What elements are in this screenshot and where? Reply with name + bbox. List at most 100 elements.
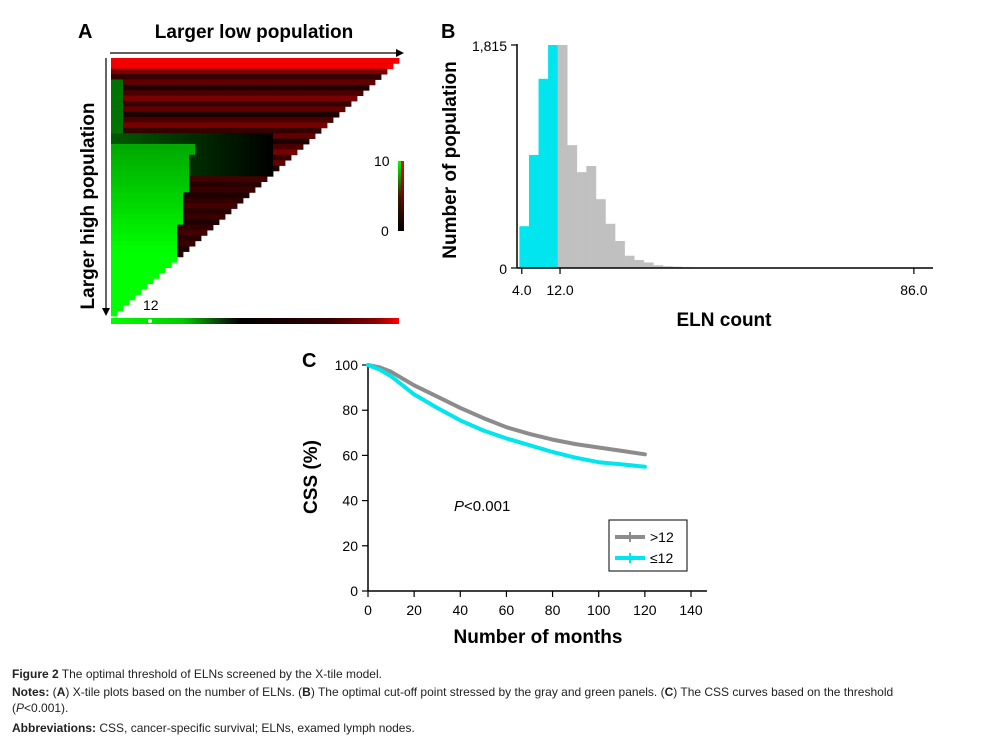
xtile-cell — [231, 117, 238, 123]
xtile-cell — [129, 149, 136, 156]
xtile-cell — [141, 267, 148, 274]
xtile-cell — [225, 74, 232, 80]
histogram-bar — [662, 266, 668, 268]
xtile-cell — [147, 278, 154, 285]
xtile-cell — [231, 106, 238, 113]
xtile-cell — [309, 106, 316, 113]
xtile-cell — [147, 213, 154, 220]
xtile-left-arrowhead — [102, 308, 110, 316]
xtile-cell — [165, 68, 172, 75]
xtile-cell — [153, 138, 160, 145]
xtile-cell — [369, 58, 376, 64]
xtile-cell — [111, 90, 118, 97]
xtile-cell — [153, 74, 160, 80]
xtile-cell — [219, 95, 226, 102]
xtile-cell — [207, 176, 214, 183]
xtile-cell — [153, 111, 160, 118]
xtile-cell — [117, 95, 124, 102]
xtile-cell — [123, 90, 130, 97]
xtile-cell — [117, 256, 124, 263]
xtile-cell — [159, 208, 166, 215]
xtile-cell — [363, 68, 370, 75]
xtile-cell — [123, 154, 130, 161]
xtile-cell — [243, 149, 250, 156]
xtile-cell — [165, 187, 172, 193]
xtile-cell — [273, 84, 280, 91]
xtile-cell — [129, 208, 136, 215]
xtile-cell — [207, 74, 214, 80]
xtile-cell — [279, 63, 286, 70]
xtile-cell — [333, 79, 340, 86]
xtile-cell — [249, 90, 256, 97]
xtile-cell — [303, 95, 310, 102]
xtile-cell — [147, 219, 154, 226]
xtile-cell — [213, 106, 220, 113]
xtile-cell — [351, 68, 358, 75]
xtile-cell — [333, 111, 340, 118]
histogram-bar — [586, 166, 592, 268]
xtile-cell — [135, 273, 142, 279]
xtile-cell — [171, 246, 178, 252]
css-x-ticks: 0 20 40 60 80 100 120 140 — [364, 591, 703, 618]
xtile-cell — [273, 63, 280, 70]
xtile-cell — [219, 197, 226, 204]
xtile-cell — [207, 219, 214, 226]
xtile-cell — [297, 74, 304, 80]
xtile-cell — [309, 117, 316, 123]
xtile-cell — [165, 144, 172, 150]
xtile-cell — [237, 154, 244, 161]
xtile-cell — [111, 149, 118, 156]
xtile-cell — [171, 138, 178, 145]
xtile-cell — [303, 122, 310, 129]
xtile-cell — [159, 63, 166, 70]
xtile-cell — [153, 251, 160, 258]
xtile-cell — [213, 84, 220, 91]
xtile-cell — [255, 176, 262, 183]
xtile-cell — [153, 235, 160, 242]
xtile-cell — [339, 84, 346, 91]
xtile-cell — [195, 127, 202, 134]
histogram-bar — [624, 255, 630, 268]
xtile-cell — [243, 165, 250, 172]
css-pvalue-text: <0.001 — [464, 498, 510, 515]
xtile-cell — [327, 84, 334, 91]
xtile-cell — [213, 149, 220, 156]
xtile-cell — [279, 138, 286, 145]
xtile-cell — [201, 203, 208, 209]
xtile-cell — [147, 181, 154, 188]
xtile-cell — [231, 95, 238, 102]
xtile-cell — [171, 74, 178, 80]
xtile-cell — [171, 122, 178, 129]
histogram-bar — [538, 78, 544, 269]
xtile-cell — [237, 138, 244, 145]
xtile-cell — [333, 58, 340, 64]
xtile-cell — [351, 74, 358, 80]
xtile-cell — [177, 58, 184, 64]
xtile-cell — [279, 74, 286, 80]
xtile-cell — [255, 117, 262, 123]
xtile-cell — [165, 176, 172, 183]
xtile-cell — [189, 117, 196, 123]
panel-label-c: C — [302, 350, 317, 372]
css-y-tick-label: 0 — [350, 583, 358, 599]
xtile-cell — [153, 187, 160, 193]
xtile-cell — [129, 74, 136, 80]
xtile-cell — [321, 95, 328, 102]
xtile-cell — [309, 122, 316, 129]
xtile-cell — [177, 133, 184, 140]
xtile-cell — [147, 160, 154, 166]
xtile-cell — [237, 84, 244, 91]
xtile-cell — [159, 154, 166, 161]
histogram-bar — [524, 226, 530, 268]
xtile-cell — [135, 133, 142, 140]
xtile-cell — [243, 176, 250, 183]
xtile-cell — [135, 58, 142, 64]
xtile-cell — [195, 111, 202, 118]
xtile-cell — [237, 170, 244, 177]
xtile-cell — [219, 144, 226, 150]
xtile-cell — [231, 127, 238, 134]
abbreviations-text: CSS, cancer-specific survival; ELNs, exa… — [96, 721, 415, 735]
xtile-cell — [171, 127, 178, 134]
hist-x-tick-label: 12.0 — [546, 282, 573, 298]
xtile-cell — [183, 111, 190, 118]
